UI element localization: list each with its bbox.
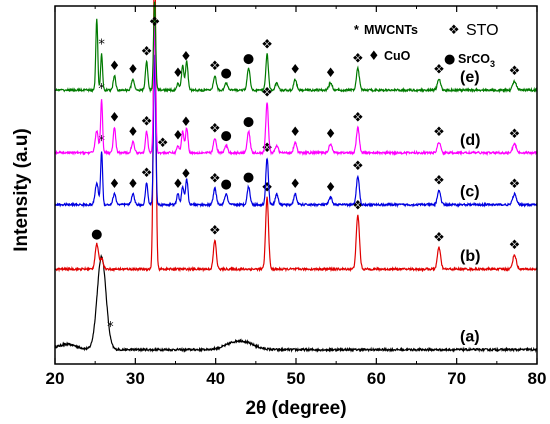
- series-3-marker-3: ❖: [141, 114, 153, 129]
- x-tick-label-5: 70: [447, 369, 466, 388]
- series-label-0: (a): [460, 329, 480, 346]
- series-label-4: (e): [460, 69, 480, 86]
- series-2-marker-11: ♦: [325, 181, 337, 196]
- series-2-marker-12: ❖: [352, 159, 364, 174]
- series-1-marker-3: ❖: [352, 198, 364, 213]
- series-2-marker-9: ❖: [261, 141, 273, 156]
- series-2-marker-7: ●: [220, 177, 231, 192]
- x-tick-label-6: 80: [528, 369, 547, 388]
- series-3-marker-1: ♦: [109, 111, 121, 126]
- series-4-marker-6: ❖: [209, 59, 221, 74]
- series-label-3: (d): [460, 132, 480, 149]
- series-2-marker-6: ❖: [209, 172, 221, 187]
- series-2-marker-1: ♦: [109, 177, 121, 192]
- series-3-marker-14: ❖: [433, 125, 445, 140]
- series-3-marker-5: ♦: [172, 129, 184, 144]
- legend-cuo-marker: ♦: [368, 49, 380, 64]
- series-line-2: [54, 54, 538, 209]
- series-4-marker-12: ❖: [352, 52, 364, 67]
- series-2-marker-0: *: [98, 134, 105, 149]
- legend: * MWCNTs ❖ STO ♦ CuO ● SrCO3: [354, 22, 499, 69]
- series-4-marker-10: ♦: [289, 62, 301, 77]
- legend-cuo-label: CuO: [384, 49, 411, 63]
- series-2-marker-8: ●: [243, 170, 254, 185]
- x-tick-label-3: 50: [287, 369, 306, 388]
- series-1-marker-2: ❖: [261, 181, 273, 196]
- series-1-marker-0: ●: [91, 227, 102, 242]
- series-4-marker-0: *: [98, 37, 105, 52]
- x-axis-title: 2θ (degree): [245, 398, 346, 419]
- series-1-marker-1: ❖: [209, 223, 221, 238]
- series-3-marker-12: ♦: [325, 127, 337, 142]
- legend-mwcnts-label: MWCNTs: [364, 23, 418, 37]
- series-4-marker-1: ♦: [109, 59, 121, 74]
- series-2-marker-14: ❖: [509, 177, 521, 192]
- series-line-1: [54, 0, 538, 273]
- x-tick-label-1: 30: [126, 369, 145, 388]
- series-label-1: (b): [460, 248, 480, 265]
- legend-mwcnts-marker: *: [354, 23, 359, 37]
- series-4-marker-7: ●: [220, 66, 231, 81]
- series-4-marker-13: ❖: [433, 62, 445, 77]
- series-2-marker-2: ♦: [127, 177, 139, 192]
- series-4-marker-9: ❖: [261, 37, 273, 52]
- series-3-marker-10: ❖: [261, 86, 273, 101]
- series-0-marker-0: *: [107, 320, 114, 335]
- series-3-marker-15: ❖: [509, 127, 521, 142]
- series-3-marker-9: ●: [243, 114, 254, 129]
- series-2-marker-10: ♦: [289, 177, 301, 192]
- series-line-4: [54, 1, 538, 94]
- top-marker-0: ❖: [149, 15, 161, 30]
- series-4-marker-5: ♦: [180, 49, 192, 64]
- series-2-marker-3: ❖: [141, 166, 153, 181]
- series-line-3: [54, 24, 538, 157]
- series-line-0: [54, 253, 538, 353]
- series-4-marker-8: ●: [243, 52, 254, 67]
- series-3-marker-2: ♦: [127, 125, 139, 140]
- legend-srco3-label: SrCO3: [458, 52, 495, 69]
- x-tick-label-2: 40: [206, 369, 225, 388]
- series-4-marker-11: ♦: [325, 66, 337, 81]
- series-3-marker-8: ●: [220, 129, 231, 144]
- series-2-marker-13: ❖: [433, 173, 445, 188]
- series-2-marker-4: ♦: [172, 177, 184, 192]
- series-1-marker-4: ❖: [433, 231, 445, 246]
- series-1-marker-5: ❖: [509, 238, 521, 253]
- series-2-marker-5: ♦: [180, 167, 192, 182]
- series-4-marker-3: ❖: [141, 44, 153, 59]
- series-3-marker-6: ♦: [180, 115, 192, 130]
- legend-srco3-marker: ●: [444, 52, 455, 67]
- legend-sto-label: STO: [466, 22, 499, 39]
- x-tick-label-0: 20: [46, 369, 65, 388]
- legend-sto-marker: ❖: [448, 23, 460, 38]
- x-tick-label-4: 60: [367, 369, 386, 388]
- series-label-2: (c): [460, 184, 480, 201]
- series-4-marker-2: ♦: [127, 62, 139, 77]
- y-axis-title: Intensity (a.u): [11, 128, 32, 252]
- series-3-marker-4: ❖: [157, 136, 169, 151]
- series-3-marker-11: ♦: [289, 125, 301, 140]
- series-3-marker-7: ❖: [209, 121, 221, 136]
- series-3-marker-0: *: [98, 82, 105, 97]
- series-3-marker-13: ❖: [352, 111, 364, 126]
- series-4-marker-14: ❖: [509, 64, 521, 79]
- series-4-marker-4: ♦: [172, 66, 184, 81]
